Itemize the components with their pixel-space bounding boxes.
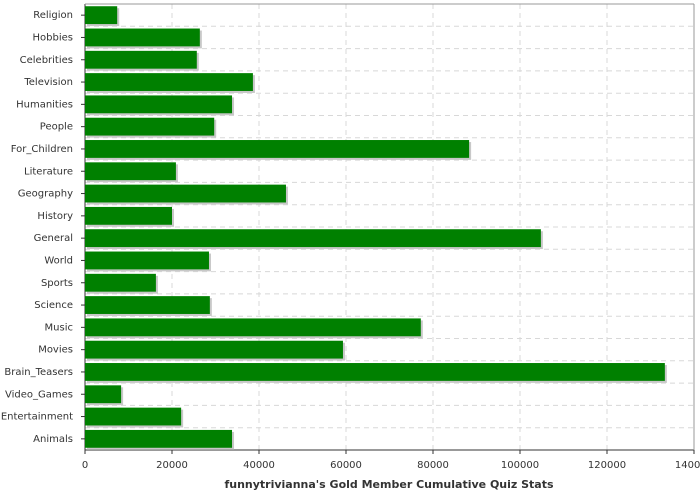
bar — [85, 117, 215, 136]
bar — [85, 50, 197, 69]
bar — [85, 140, 470, 158]
y-tick-label: Literature — [24, 166, 73, 177]
y-tick-label: Geography — [18, 189, 73, 200]
y-tick-label: Religion — [33, 10, 73, 21]
y-tick-label: For_Children — [11, 144, 73, 155]
x-axis-label: funnytrivianna's Gold Member Cumulative … — [224, 478, 554, 491]
bar — [85, 273, 156, 292]
x-tick-label: 20000 — [156, 460, 188, 471]
bar — [85, 229, 541, 248]
bar — [85, 385, 122, 404]
y-tick-label: Entertainment — [1, 412, 73, 423]
y-tick-label: Music — [45, 322, 73, 333]
x-tick-label: 60000 — [330, 460, 362, 471]
x-tick-label: 80000 — [417, 460, 449, 471]
y-tick-label: Animals — [33, 434, 73, 445]
y-tick-label: Brain_Teasers — [4, 367, 73, 378]
y-tick-label: Sports — [41, 278, 73, 289]
y-tick-label: Television — [23, 77, 73, 88]
bar — [85, 340, 343, 359]
y-tick-label: History — [37, 211, 73, 222]
bar — [85, 28, 200, 47]
x-tick-label: 40000 — [243, 460, 275, 471]
y-tick-label: Movies — [38, 345, 73, 356]
y-tick-label: Video_Games — [5, 389, 73, 400]
bar — [85, 206, 172, 225]
y-tick-label: World — [44, 255, 73, 266]
bar — [85, 251, 209, 270]
x-tick-label: 100000 — [501, 460, 539, 471]
x-tick-label: 0 — [82, 460, 88, 471]
bar — [85, 184, 286, 203]
bar — [85, 318, 421, 337]
y-tick-label: Celebrities — [20, 55, 73, 66]
y-tick-label: People — [40, 122, 73, 133]
bar — [85, 73, 253, 91]
bar — [85, 296, 210, 314]
bar — [85, 429, 233, 448]
y-tick-label: General — [34, 233, 73, 244]
bar — [85, 6, 118, 25]
y-tick-label: Hobbies — [33, 32, 73, 43]
bar — [85, 363, 665, 381]
y-tick-label: Humanities — [16, 99, 73, 110]
bar — [85, 95, 233, 114]
x-tick-label: 140000 — [675, 460, 700, 471]
y-tick-label: Science — [34, 300, 73, 311]
bar — [85, 162, 176, 181]
x-tick-label: 120000 — [588, 460, 626, 471]
bar — [85, 407, 182, 426]
